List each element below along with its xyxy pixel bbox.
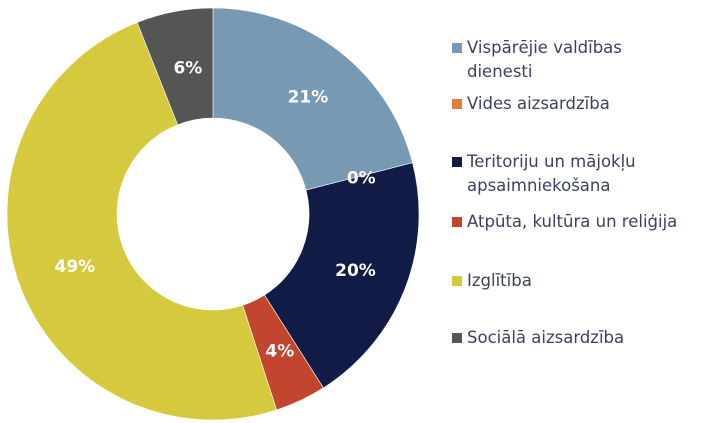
legend-label: Izglītība [467,271,532,290]
legend-swatch [452,99,462,109]
legend-label: Atpūta, kultūra un reliģija [467,212,678,231]
legend-label: Sociālā aizsardzība [467,328,625,347]
slice-label: 49% [55,257,96,277]
legend-swatch [452,217,462,227]
legend-label: Teritoriju un mājokļu apsaimniekošana [467,152,636,195]
slice-label: 21% [288,87,329,107]
legend-swatch [452,333,462,343]
legend-swatch [452,276,462,286]
slice [6,22,278,421]
legend-item: Sociālā aizsardzība [452,326,710,350]
slice [264,162,420,389]
legend-item: Izglītība [452,269,710,293]
slice-label: 20% [335,261,376,281]
legend-label: Vides aizsardzība [467,94,610,113]
legend-swatch [452,157,462,167]
legend-swatch [452,43,462,53]
slice-label: 4% [265,342,294,362]
legend-item: Teritoriju un mājokļu apsaimniekošana [452,150,667,198]
legend-label: Vispārējie valdības dienesti [467,38,622,81]
chart: 21% 0% 20% 4% 49% 6% [6,7,420,421]
legend-item: Atpūta, kultūra un reliģija [452,210,710,234]
slice-label: 0% [347,169,376,189]
slice [136,7,214,126]
slice [212,7,413,191]
legend-item: Vispārējie valdības dienesti [452,36,652,84]
slice-label: 6% [173,59,202,79]
legend-item: Vides aizsardzība [452,92,710,116]
